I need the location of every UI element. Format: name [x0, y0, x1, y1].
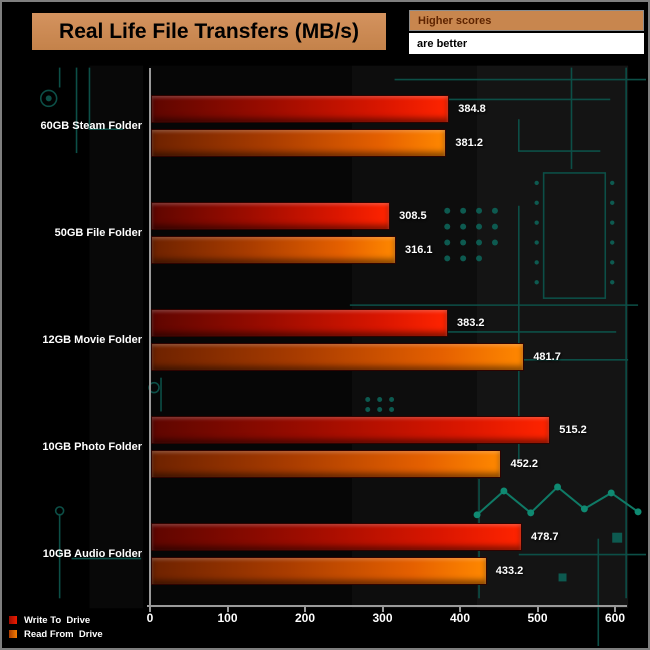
legend-item-write: Write To Drive: [8, 613, 103, 627]
bar-row: 515.2: [151, 416, 587, 444]
bar-row: 433.2: [151, 557, 523, 585]
x-tick-mark: [381, 607, 384, 612]
x-tick-label: 100: [217, 611, 238, 625]
bar-read: [151, 450, 502, 478]
category-label: 12GB Movie Folder: [42, 334, 142, 346]
bar-read: [151, 129, 447, 157]
bar-write: [151, 95, 450, 123]
x-tick-mark: [304, 607, 306, 612]
legend-item-read: Read From Drive: [8, 627, 103, 641]
bar-row: 384.8: [151, 95, 486, 123]
category-label: 10GB Photo Folder: [42, 441, 142, 453]
bar-write: [151, 202, 391, 230]
x-tick-label: 500: [527, 611, 548, 625]
x-tick-label: 200: [294, 611, 316, 625]
bar-read: [151, 236, 396, 264]
x-tick-mark: [614, 607, 616, 612]
value-label: 481.7: [533, 351, 561, 363]
value-label: 308.5: [399, 210, 427, 222]
legend-label-read: Read From Drive: [24, 628, 103, 640]
value-label: 316.1: [404, 244, 433, 256]
value-label: 478.7: [530, 531, 559, 543]
y-axis-line: [149, 68, 151, 607]
value-label: 515.2: [559, 424, 587, 436]
bar-row: 481.7: [151, 343, 561, 371]
chart-title: Real Life File Transfers (MB/s): [30, 11, 388, 52]
bar-row: 452.2: [151, 450, 538, 478]
value-label: 452.2: [510, 458, 538, 470]
x-tick-mark: [226, 607, 229, 612]
bar-write: [151, 416, 551, 444]
x-axis-line: [147, 605, 627, 607]
legend-swatch-write: [8, 615, 18, 625]
category-label: 60GB Steam Folder: [40, 120, 142, 132]
bar-write: [151, 309, 448, 337]
x-tick-label: 0: [146, 611, 154, 625]
bar-row: 308.5: [151, 202, 427, 230]
category-label: 10GB Audio Folder: [42, 548, 142, 560]
x-tick-mark: [149, 607, 151, 612]
value-label: 381.2: [455, 137, 483, 149]
x-tick-label: 600: [604, 611, 626, 625]
bar-read: [151, 557, 487, 585]
bar-row: 383.2: [151, 309, 485, 337]
note-higher-scores: Higher scores: [409, 10, 644, 31]
bar-row: 316.1: [151, 236, 433, 264]
x-tick-label: 300: [372, 611, 393, 625]
legend-label-write: Write To Drive: [24, 614, 91, 626]
legend: Write To Drive Read From Drive: [8, 613, 103, 641]
value-label: 433.2: [495, 565, 524, 577]
note-are-better: are better: [409, 33, 644, 54]
x-tick-mark: [459, 607, 461, 612]
value-label: 383.2: [456, 317, 485, 329]
value-label: 384.8: [458, 103, 486, 115]
bar-row: 381.2: [151, 129, 483, 157]
bar-read: [151, 343, 525, 371]
legend-swatch-read: [8, 629, 18, 639]
x-tick-label: 400: [449, 611, 471, 625]
category-label: 50GB File Folder: [54, 227, 142, 239]
bar-row: 478.7: [151, 523, 559, 551]
bar-write: [151, 523, 522, 551]
x-tick-mark: [536, 607, 539, 612]
